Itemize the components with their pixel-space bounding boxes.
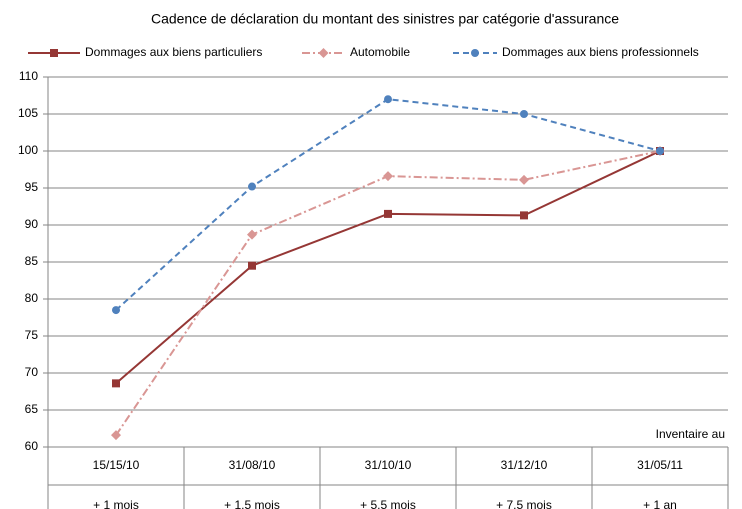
marker bbox=[519, 174, 529, 185]
series-line bbox=[115, 150, 661, 436]
annotation: Inventaire au bbox=[656, 427, 725, 441]
series-line bbox=[115, 98, 661, 311]
y-tick-label: 75 bbox=[25, 328, 39, 342]
marker bbox=[50, 49, 58, 57]
y-tick-label: 85 bbox=[25, 254, 39, 268]
marker bbox=[520, 211, 528, 220]
y-tick-label: 95 bbox=[25, 180, 39, 194]
marker bbox=[248, 261, 256, 270]
x-sublabel: + 7,5 mois bbox=[496, 498, 552, 509]
x-sublabel: + 5,5 mois bbox=[360, 498, 416, 509]
marker bbox=[384, 209, 392, 218]
y-tick-label: 60 bbox=[25, 439, 39, 453]
marker bbox=[247, 229, 257, 240]
y-tick-label: 90 bbox=[25, 217, 39, 231]
marker bbox=[656, 147, 664, 155]
y-tick-label: 100 bbox=[18, 143, 38, 157]
x-tick-label: 31/08/10 bbox=[229, 458, 276, 472]
marker bbox=[112, 379, 120, 388]
x-tick-label: 31/10/10 bbox=[365, 458, 412, 472]
x-sublabel: + 1,5 mois bbox=[224, 498, 280, 509]
legend-label: Dommages aux biens particuliers bbox=[85, 45, 262, 59]
x-sublabel: + 1 mois bbox=[93, 498, 139, 509]
marker bbox=[384, 95, 392, 104]
y-tick-label: 65 bbox=[25, 402, 39, 416]
marker bbox=[520, 110, 528, 118]
marker bbox=[471, 49, 479, 57]
marker bbox=[383, 171, 393, 182]
x-tick-label: 31/12/10 bbox=[501, 458, 548, 472]
y-tick-label: 70 bbox=[25, 365, 39, 379]
y-tick-label: 105 bbox=[18, 106, 38, 120]
chart-title: Cadence de déclaration du montant des si… bbox=[151, 11, 619, 27]
legend-label: Automobile bbox=[350, 45, 410, 59]
x-sublabel: + 1 an bbox=[643, 498, 677, 509]
marker bbox=[111, 430, 121, 441]
x-tick-label: 31/05/11 bbox=[637, 458, 683, 472]
x-tick-label: 15/15/10 bbox=[93, 458, 140, 472]
legend-label: Dommages aux biens professionnels bbox=[502, 45, 699, 59]
marker bbox=[248, 182, 256, 191]
y-tick-label: 80 bbox=[25, 291, 39, 305]
y-tick-label: 110 bbox=[19, 69, 38, 83]
marker bbox=[112, 306, 120, 315]
marker bbox=[318, 48, 329, 58]
series-line bbox=[115, 150, 661, 385]
